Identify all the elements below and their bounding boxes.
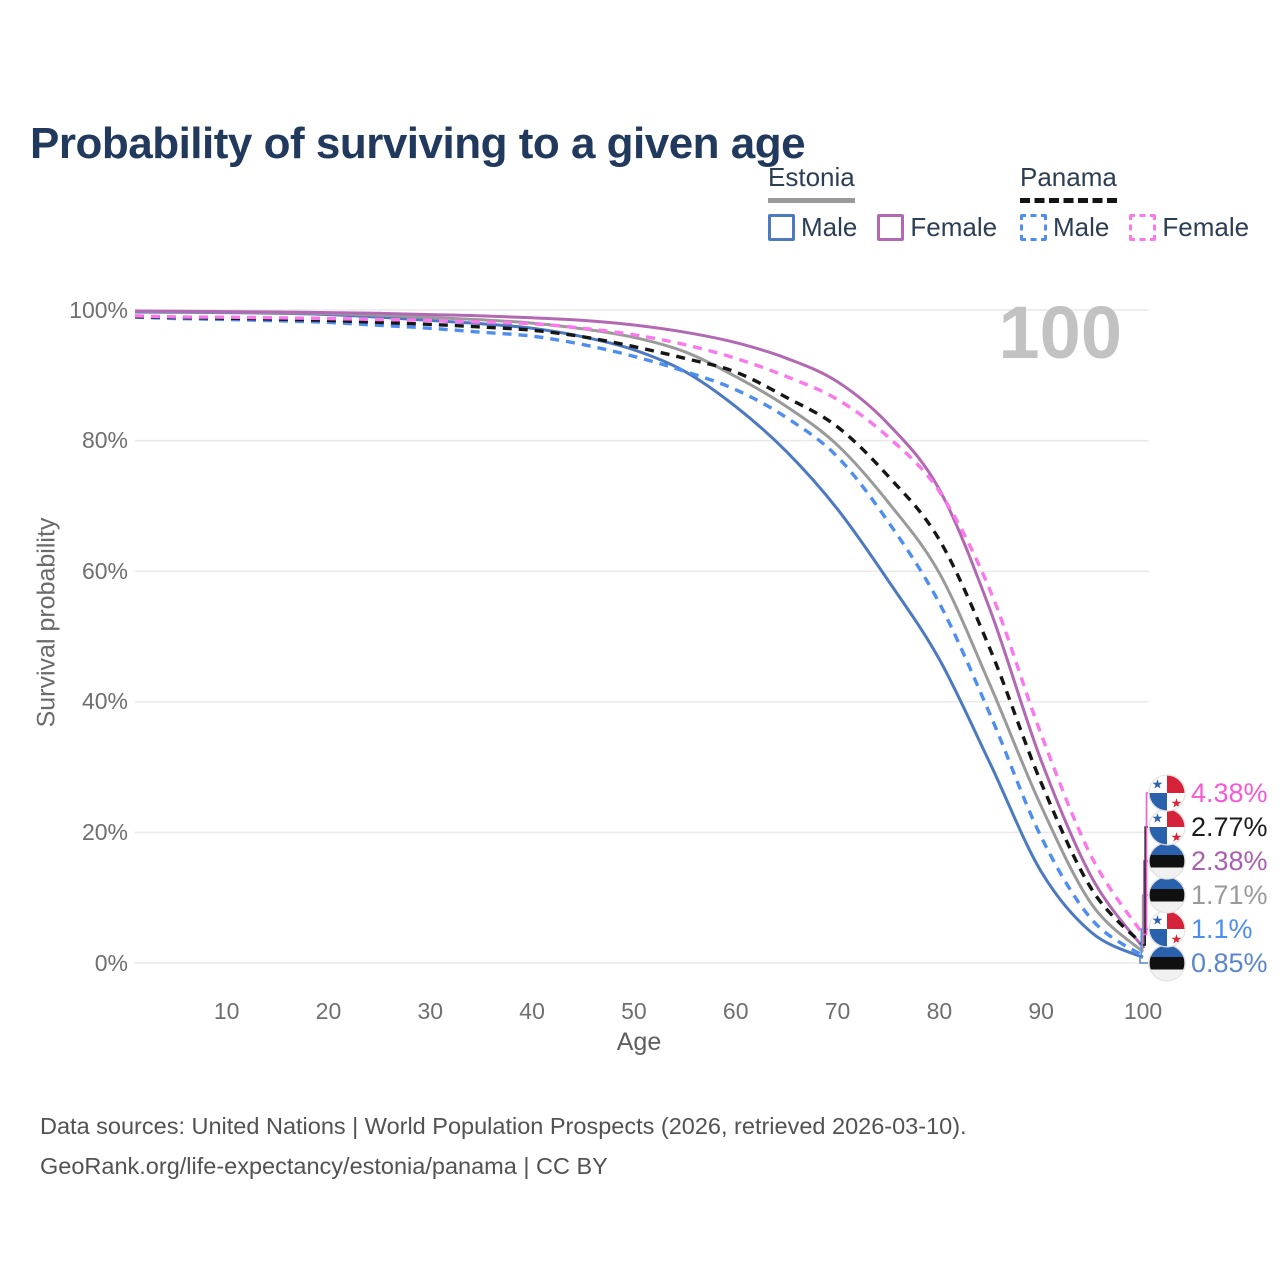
x-axis-title: Age — [616, 1028, 662, 1056]
svg-text:★: ★ — [1171, 796, 1183, 811]
panama-flag-icon: ★★ — [1148, 910, 1186, 948]
svg-text:★: ★ — [1171, 932, 1183, 947]
svg-text:★: ★ — [1152, 811, 1164, 826]
panama-flag-icon: ★★ — [1148, 808, 1186, 846]
y-tick-label: 20% — [81, 818, 128, 845]
x-tick-label: 50 — [621, 998, 647, 1024]
age-watermark: 100 — [998, 291, 1122, 374]
series-line-panama-total[interactable] — [134, 314, 1145, 947]
y-tick-label: 60% — [81, 557, 128, 584]
end-label-estonia-female[interactable]: 2.38% — [1148, 842, 1268, 880]
legend-country-estonia[interactable]: Estonia — [768, 162, 855, 203]
series-line-panama-male[interactable] — [134, 315, 1144, 958]
x-tick-label: 100 — [1123, 998, 1163, 1024]
panama-male-label[interactable]: Male — [1053, 212, 1110, 242]
estonia-male-swatch[interactable] — [768, 214, 795, 241]
end-label-value: 2.77% — [1191, 811, 1268, 842]
x-tick-label: 80 — [926, 998, 953, 1024]
end-label-value: 4.38% — [1191, 777, 1268, 808]
end-label-value: 1.1% — [1191, 913, 1253, 944]
series-line-estonia-male[interactable] — [134, 310, 1144, 959]
y-tick-label: 80% — [81, 427, 128, 454]
end-label-panama-total[interactable]: ★ ★ 2.77% — [1148, 808, 1268, 846]
y-tick-label: 100% — [69, 296, 128, 323]
estonia-female-label[interactable]: Female — [910, 212, 998, 242]
svg-text:★: ★ — [1171, 830, 1183, 845]
x-tick-label: 90 — [1028, 998, 1054, 1024]
y-tick-label: 40% — [81, 688, 128, 715]
data-sources-line: Data sources: United Nations | World Pop… — [40, 1113, 967, 1139]
end-label-connector-estonia-male — [1139, 956, 1148, 964]
estonia-flag-icon — [1148, 842, 1186, 880]
end-label-panama-male[interactable]: ★ ★ 1.1% — [1148, 910, 1253, 948]
svg-text:★: ★ — [1152, 777, 1164, 792]
svg-text:★: ★ — [1152, 913, 1164, 928]
end-label-estonia-male[interactable]: 0.85% — [1148, 944, 1268, 982]
end-label-value: 2.38% — [1191, 845, 1268, 876]
legend-group-panama: Panama Male Female — [1020, 162, 1249, 243]
legend-group-estonia: Estonia Male Female — [768, 162, 997, 243]
x-tick-label: 10 — [213, 998, 240, 1024]
end-label-panama-female[interactable]: ★ ★ 4.38% — [1148, 774, 1268, 812]
series-line-estonia-female[interactable] — [134, 309, 1145, 949]
end-label-value: 0.85% — [1191, 947, 1268, 978]
attribution-line: GeoRank.org/life-expectancy/estonia/pana… — [40, 1153, 608, 1180]
estonia-male-label[interactable]: Male — [801, 212, 858, 242]
panama-male-swatch[interactable] — [1020, 214, 1047, 241]
x-tick-label: 20 — [315, 998, 342, 1024]
end-label-value: 1.71% — [1191, 879, 1268, 910]
y-tick-label: 0% — [94, 949, 128, 976]
estonia-flag-icon — [1148, 876, 1186, 914]
x-tick-label: 40 — [519, 998, 545, 1024]
series-line-panama-female[interactable] — [134, 314, 1145, 936]
estonia-female-swatch[interactable] — [877, 214, 905, 241]
y-axis-title: Survival probability — [32, 517, 61, 728]
end-label-estonia-total[interactable]: 1.71% — [1148, 876, 1268, 914]
end-label-connector-panama-female — [1143, 792, 1148, 936]
x-tick-label: 70 — [824, 998, 851, 1024]
x-tick-label: 60 — [722, 998, 749, 1024]
panama-flag-icon: ★★ — [1148, 774, 1186, 812]
page-title: Probability of surviving to a given age — [30, 119, 806, 169]
estonia-flag-icon — [1148, 944, 1186, 982]
legend-country-panama[interactable]: Panama — [1020, 162, 1117, 203]
series-line-estonia-total[interactable] — [134, 309, 1145, 953]
footer: Data sources: United Nations | World Pop… — [40, 1106, 967, 1187]
x-tick-label: 30 — [417, 998, 444, 1024]
panama-female-label[interactable]: Female — [1162, 212, 1250, 242]
panama-female-swatch[interactable] — [1129, 214, 1157, 241]
